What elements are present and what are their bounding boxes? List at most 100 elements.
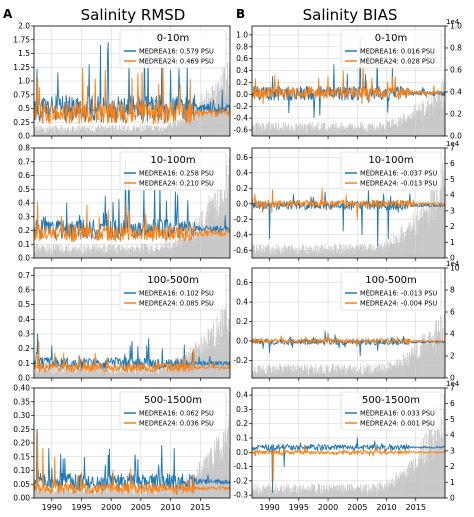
series-line-medrea24 — [33, 340, 231, 373]
count-bar — [267, 125, 268, 136]
count-bar — [257, 491, 259, 498]
count-bar — [408, 238, 410, 258]
count-bar — [273, 493, 275, 498]
count-bar — [261, 487, 263, 498]
count-bar — [287, 125, 289, 136]
count-bar — [43, 370, 45, 378]
count-bar — [80, 489, 81, 498]
count-bar — [343, 126, 344, 136]
count-bar — [165, 371, 167, 378]
count-bar — [387, 241, 389, 258]
count-bar — [71, 495, 73, 498]
count-bar — [91, 130, 93, 136]
count-bar — [258, 244, 260, 258]
count-bar — [366, 490, 368, 498]
count-bar — [206, 456, 207, 498]
count-bar — [390, 369, 392, 378]
count-bar — [134, 371, 136, 378]
count-bar — [163, 368, 165, 378]
count-bar — [86, 128, 87, 136]
count-bar — [431, 219, 433, 258]
count-bar — [391, 479, 393, 498]
count-bar — [151, 249, 153, 258]
count-bar — [359, 372, 361, 378]
count-bar — [405, 121, 407, 136]
count-bar — [40, 125, 42, 136]
count-bar — [92, 131, 94, 136]
count-bar — [335, 365, 337, 378]
panel-b1: -0.6-0.4-0.20.00.20.40.60.81.00.00.20.40… — [233, 18, 462, 141]
count-bar — [141, 367, 143, 378]
count-bar — [413, 354, 415, 378]
count-bar — [170, 248, 172, 258]
count-bar — [43, 127, 45, 136]
count-bar — [340, 244, 342, 258]
count-bar — [153, 366, 155, 378]
count-bar — [367, 250, 368, 258]
count-bar — [391, 370, 393, 378]
panels-group: 0.00.250.50.751.01.251.51.752.00-10mMEDR… — [13, 18, 462, 512]
count-bar — [168, 369, 169, 378]
count-bar — [293, 486, 295, 498]
count-bar — [127, 488, 129, 498]
count-bar — [318, 245, 320, 258]
count-bar — [50, 247, 52, 258]
count-bar — [138, 364, 140, 378]
count-bar — [114, 126, 116, 136]
count-bar — [171, 362, 172, 378]
count-bar — [98, 490, 100, 498]
count-bar — [395, 487, 397, 498]
count-bar — [119, 132, 121, 136]
count-bar — [278, 248, 280, 258]
count-bar — [340, 484, 342, 498]
count-bar — [164, 251, 165, 258]
count-bar — [432, 107, 434, 136]
count-bar — [85, 132, 86, 136]
y-tick-label: 2.0 — [18, 22, 30, 31]
count-bar — [105, 494, 107, 498]
count-bar — [282, 131, 284, 136]
count-bar — [77, 132, 79, 136]
count-bar — [64, 494, 66, 498]
count-bar — [395, 364, 397, 378]
right-y-tick-label: 3 — [450, 206, 455, 215]
count-bar — [49, 491, 51, 498]
count-bar — [88, 371, 90, 378]
count-bar — [380, 482, 381, 498]
count-bar — [368, 364, 370, 378]
count-bar — [124, 373, 126, 378]
count-bar — [316, 373, 318, 378]
count-bar — [412, 118, 414, 136]
count-bar — [120, 494, 122, 498]
count-bar — [254, 254, 256, 258]
count-bar — [363, 490, 364, 498]
count-bar — [99, 245, 101, 258]
count-bar — [252, 488, 254, 498]
count-bar — [436, 194, 438, 258]
count-bar — [287, 483, 289, 498]
right-axis-scale: 1e4 — [446, 140, 460, 148]
count-bar — [304, 365, 306, 378]
count-bar — [397, 477, 399, 498]
count-bar — [352, 367, 354, 378]
count-bar — [206, 111, 208, 136]
count-bar — [141, 491, 143, 498]
count-bar — [66, 492, 68, 498]
count-bar — [373, 484, 375, 498]
count-bar — [121, 366, 122, 378]
count-bar — [52, 126, 54, 136]
count-bar — [81, 490, 83, 498]
count-bar — [96, 493, 98, 498]
count-bar — [413, 110, 415, 136]
count-bar — [49, 372, 51, 378]
count-bar — [434, 91, 436, 136]
count-bar — [362, 485, 364, 498]
count-bar — [294, 484, 296, 498]
count-bar — [316, 489, 318, 498]
count-bar — [256, 374, 258, 378]
right-y-tick-label: 4 — [450, 431, 455, 440]
count-bar — [98, 125, 100, 136]
count-bar — [87, 132, 88, 136]
count-bar — [275, 243, 277, 258]
count-bar — [419, 356, 420, 378]
